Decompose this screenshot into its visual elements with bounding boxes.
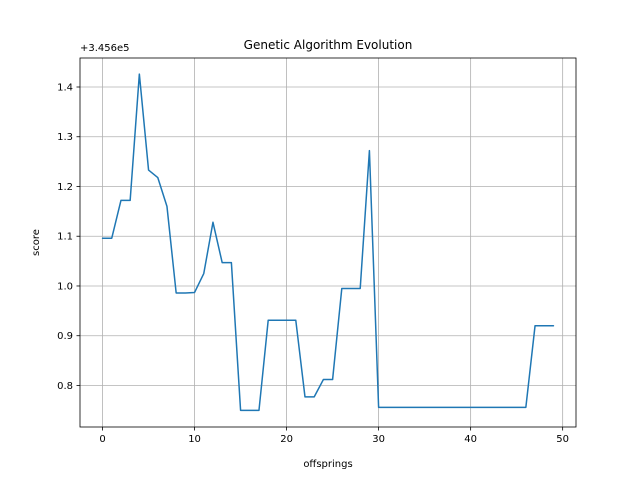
axes-frame (79, 57, 577, 428)
y-offset-text: +3.456e5 (80, 43, 130, 54)
x-axis-label: offsprings (303, 459, 352, 470)
y-tick-label: 1.2 (57, 182, 73, 193)
x-tick-label: 50 (556, 434, 569, 445)
plot-lines (101, 73, 555, 412)
series-line (101, 73, 555, 412)
y-axis-label: score (31, 229, 42, 256)
y-tick-label: 0.8 (57, 381, 73, 392)
x-tick-label: 30 (372, 434, 385, 445)
y-tick-label: 1.3 (57, 132, 73, 143)
y-tick-label: 0.9 (57, 331, 73, 342)
y-tick-label: 1.0 (57, 281, 73, 292)
y-tick-label: 1.4 (57, 83, 73, 94)
chart-title: Genetic Algorithm Evolution (244, 38, 413, 52)
grid (80, 58, 576, 427)
x-tick-label: 0 (99, 434, 105, 445)
x-tick-label: 40 (464, 434, 477, 445)
y-tick-label: 1.1 (57, 232, 73, 243)
x-tick-label: 20 (280, 434, 293, 445)
x-tick-label: 10 (188, 434, 201, 445)
ticks: 0 10 20 30 40 50 0.8 0.9 1.0 1.1 1.2 1.3 1.4 (57, 83, 569, 445)
